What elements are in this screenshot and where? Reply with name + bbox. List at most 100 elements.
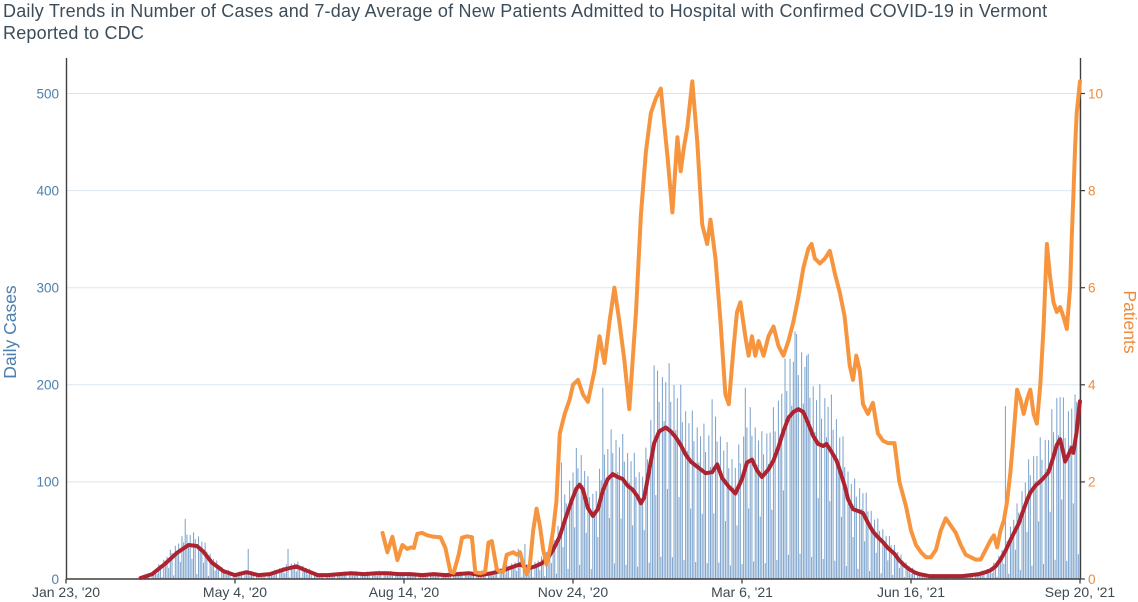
daily-cases-bar xyxy=(607,449,609,579)
daily-cases-bar xyxy=(194,539,196,579)
x-axis-tick-label: Mar 6, '21 xyxy=(711,584,773,600)
daily-cases-bar xyxy=(1038,521,1040,579)
daily-cases-bar xyxy=(241,572,243,579)
daily-cases-bar xyxy=(193,532,195,579)
daily-cases-bar xyxy=(680,384,682,579)
right-axis-tick-label: 10 xyxy=(1088,86,1103,101)
daily-cases-bar xyxy=(763,454,765,579)
daily-cases-bar xyxy=(628,482,630,579)
daily-cases-bar xyxy=(976,574,978,579)
daily-cases-bar xyxy=(618,447,620,579)
daily-cases-bar xyxy=(380,572,382,579)
daily-cases-bar xyxy=(1054,559,1056,579)
x-axis-tick-label: Nov 24, '20 xyxy=(538,584,609,600)
daily-cases-bar xyxy=(835,419,837,579)
daily-cases-bar xyxy=(698,462,700,579)
daily-cases-bar xyxy=(1076,401,1078,579)
daily-cases-bar xyxy=(368,572,370,579)
daily-cases-bar xyxy=(777,400,779,579)
daily-cases-bar xyxy=(524,544,526,579)
daily-cases-bar xyxy=(226,575,228,579)
daily-cases-bar xyxy=(892,575,894,579)
daily-cases-bar xyxy=(797,375,799,579)
daily-cases-bar xyxy=(1053,432,1055,579)
daily-cases-bar xyxy=(842,436,844,579)
daily-cases-bar xyxy=(587,476,589,579)
daily-cases-bar xyxy=(640,499,642,579)
daily-cases-bar xyxy=(837,459,839,579)
daily-cases-bar xyxy=(564,494,566,579)
daily-cases-bar xyxy=(454,574,456,579)
right-axis-tick-label: 2 xyxy=(1088,475,1096,490)
daily-cases-bar xyxy=(289,577,291,579)
daily-cases-bar xyxy=(1051,409,1053,579)
daily-cases-bar xyxy=(519,561,521,579)
daily-cases-bar xyxy=(918,573,920,579)
daily-cases-bar xyxy=(1008,573,1010,579)
chart-title-line2: Reported to CDC xyxy=(3,22,145,43)
daily-cases-bar xyxy=(469,575,471,579)
x-axis-tick-label: Sep 20, '21 xyxy=(1045,584,1116,600)
daily-cases-bar xyxy=(603,454,605,579)
daily-cases-bar xyxy=(1074,394,1076,579)
daily-cases-bar xyxy=(385,572,387,579)
daily-cases-bar xyxy=(850,483,852,579)
daily-cases-bar xyxy=(759,516,761,579)
left-axis-tick-label: 100 xyxy=(36,475,59,490)
daily-cases-bar xyxy=(174,545,176,579)
y-grid xyxy=(66,93,1081,483)
daily-cases-bar xyxy=(362,573,364,579)
daily-cases-bar xyxy=(880,573,882,579)
daily-cases-bar xyxy=(696,427,698,579)
daily-cases-bar xyxy=(244,570,246,579)
daily-cases-bar xyxy=(789,358,791,579)
daily-cases-bar xyxy=(1072,503,1074,579)
daily-cases-bar xyxy=(633,452,635,579)
daily-cases-bar xyxy=(870,510,872,579)
daily-cases-bar xyxy=(968,576,970,579)
daily-cases-bar xyxy=(537,560,539,579)
daily-cases-bar xyxy=(550,563,552,579)
daily-cases-bar xyxy=(163,559,165,579)
daily-cases-bar xyxy=(557,525,559,579)
daily-cases-bar xyxy=(294,563,296,579)
daily-cases-bar xyxy=(847,471,849,579)
daily-cases-bar xyxy=(272,575,274,579)
daily-cases-bar xyxy=(718,562,720,579)
daily-cases-bar xyxy=(829,501,831,579)
daily-cases-bar xyxy=(269,573,271,579)
daily-cases-bar xyxy=(547,556,549,579)
daily-cases-bar xyxy=(594,510,596,579)
daily-cases-bar xyxy=(511,563,513,579)
daily-cases-bar xyxy=(807,353,809,579)
daily-cases-bar xyxy=(743,436,745,579)
daily-cases-bar xyxy=(819,384,821,579)
daily-cases-bar xyxy=(733,487,735,579)
daily-cases-bar xyxy=(287,548,289,579)
daily-cases-bar xyxy=(198,536,200,579)
daily-cases-bar xyxy=(660,556,662,579)
daily-cases-bar xyxy=(933,577,935,579)
daily-cases-bar xyxy=(261,576,263,579)
daily-cases-bar xyxy=(506,564,508,579)
daily-cases-bar xyxy=(1019,570,1021,579)
daily-cases-bar xyxy=(531,565,533,579)
daily-cases-bar xyxy=(1049,511,1051,579)
daily-cases-bar xyxy=(171,553,173,579)
daily-cases-bar xyxy=(635,477,637,579)
daily-cases-bar xyxy=(166,556,168,579)
daily-cases-bar xyxy=(995,563,997,579)
daily-cases-bar xyxy=(305,568,307,579)
daily-cases-bar xyxy=(221,566,223,579)
chart-title-line1: Daily Trends in Number of Cases and 7-da… xyxy=(3,1,1048,21)
daily-cases-bar xyxy=(728,468,730,579)
daily-cases-bar xyxy=(806,355,808,579)
daily-cases-bar xyxy=(729,565,731,579)
daily-cases-bar xyxy=(512,566,514,579)
daily-cases-bar xyxy=(902,560,904,579)
daily-cases-bar xyxy=(297,561,299,579)
daily-cases-bar xyxy=(736,525,738,579)
daily-cases-bar xyxy=(1013,519,1015,579)
daily-cases-bar xyxy=(895,554,897,579)
x-axis-tick-label: Jun 16, '21 xyxy=(877,584,945,600)
